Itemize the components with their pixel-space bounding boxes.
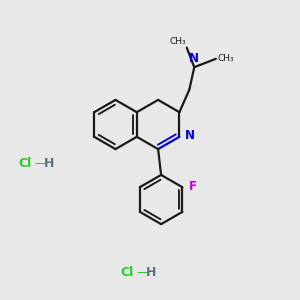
Text: CH₃: CH₃ <box>169 38 186 46</box>
Text: CH₃: CH₃ <box>217 54 234 63</box>
Text: —: — <box>34 157 47 170</box>
Text: H: H <box>146 266 156 280</box>
Text: N: N <box>185 129 195 142</box>
Text: Cl: Cl <box>120 266 133 280</box>
Text: N: N <box>189 52 199 65</box>
Text: Cl: Cl <box>18 157 31 170</box>
Text: H: H <box>44 157 54 170</box>
Text: F: F <box>189 180 197 193</box>
Text: —: — <box>136 266 149 280</box>
